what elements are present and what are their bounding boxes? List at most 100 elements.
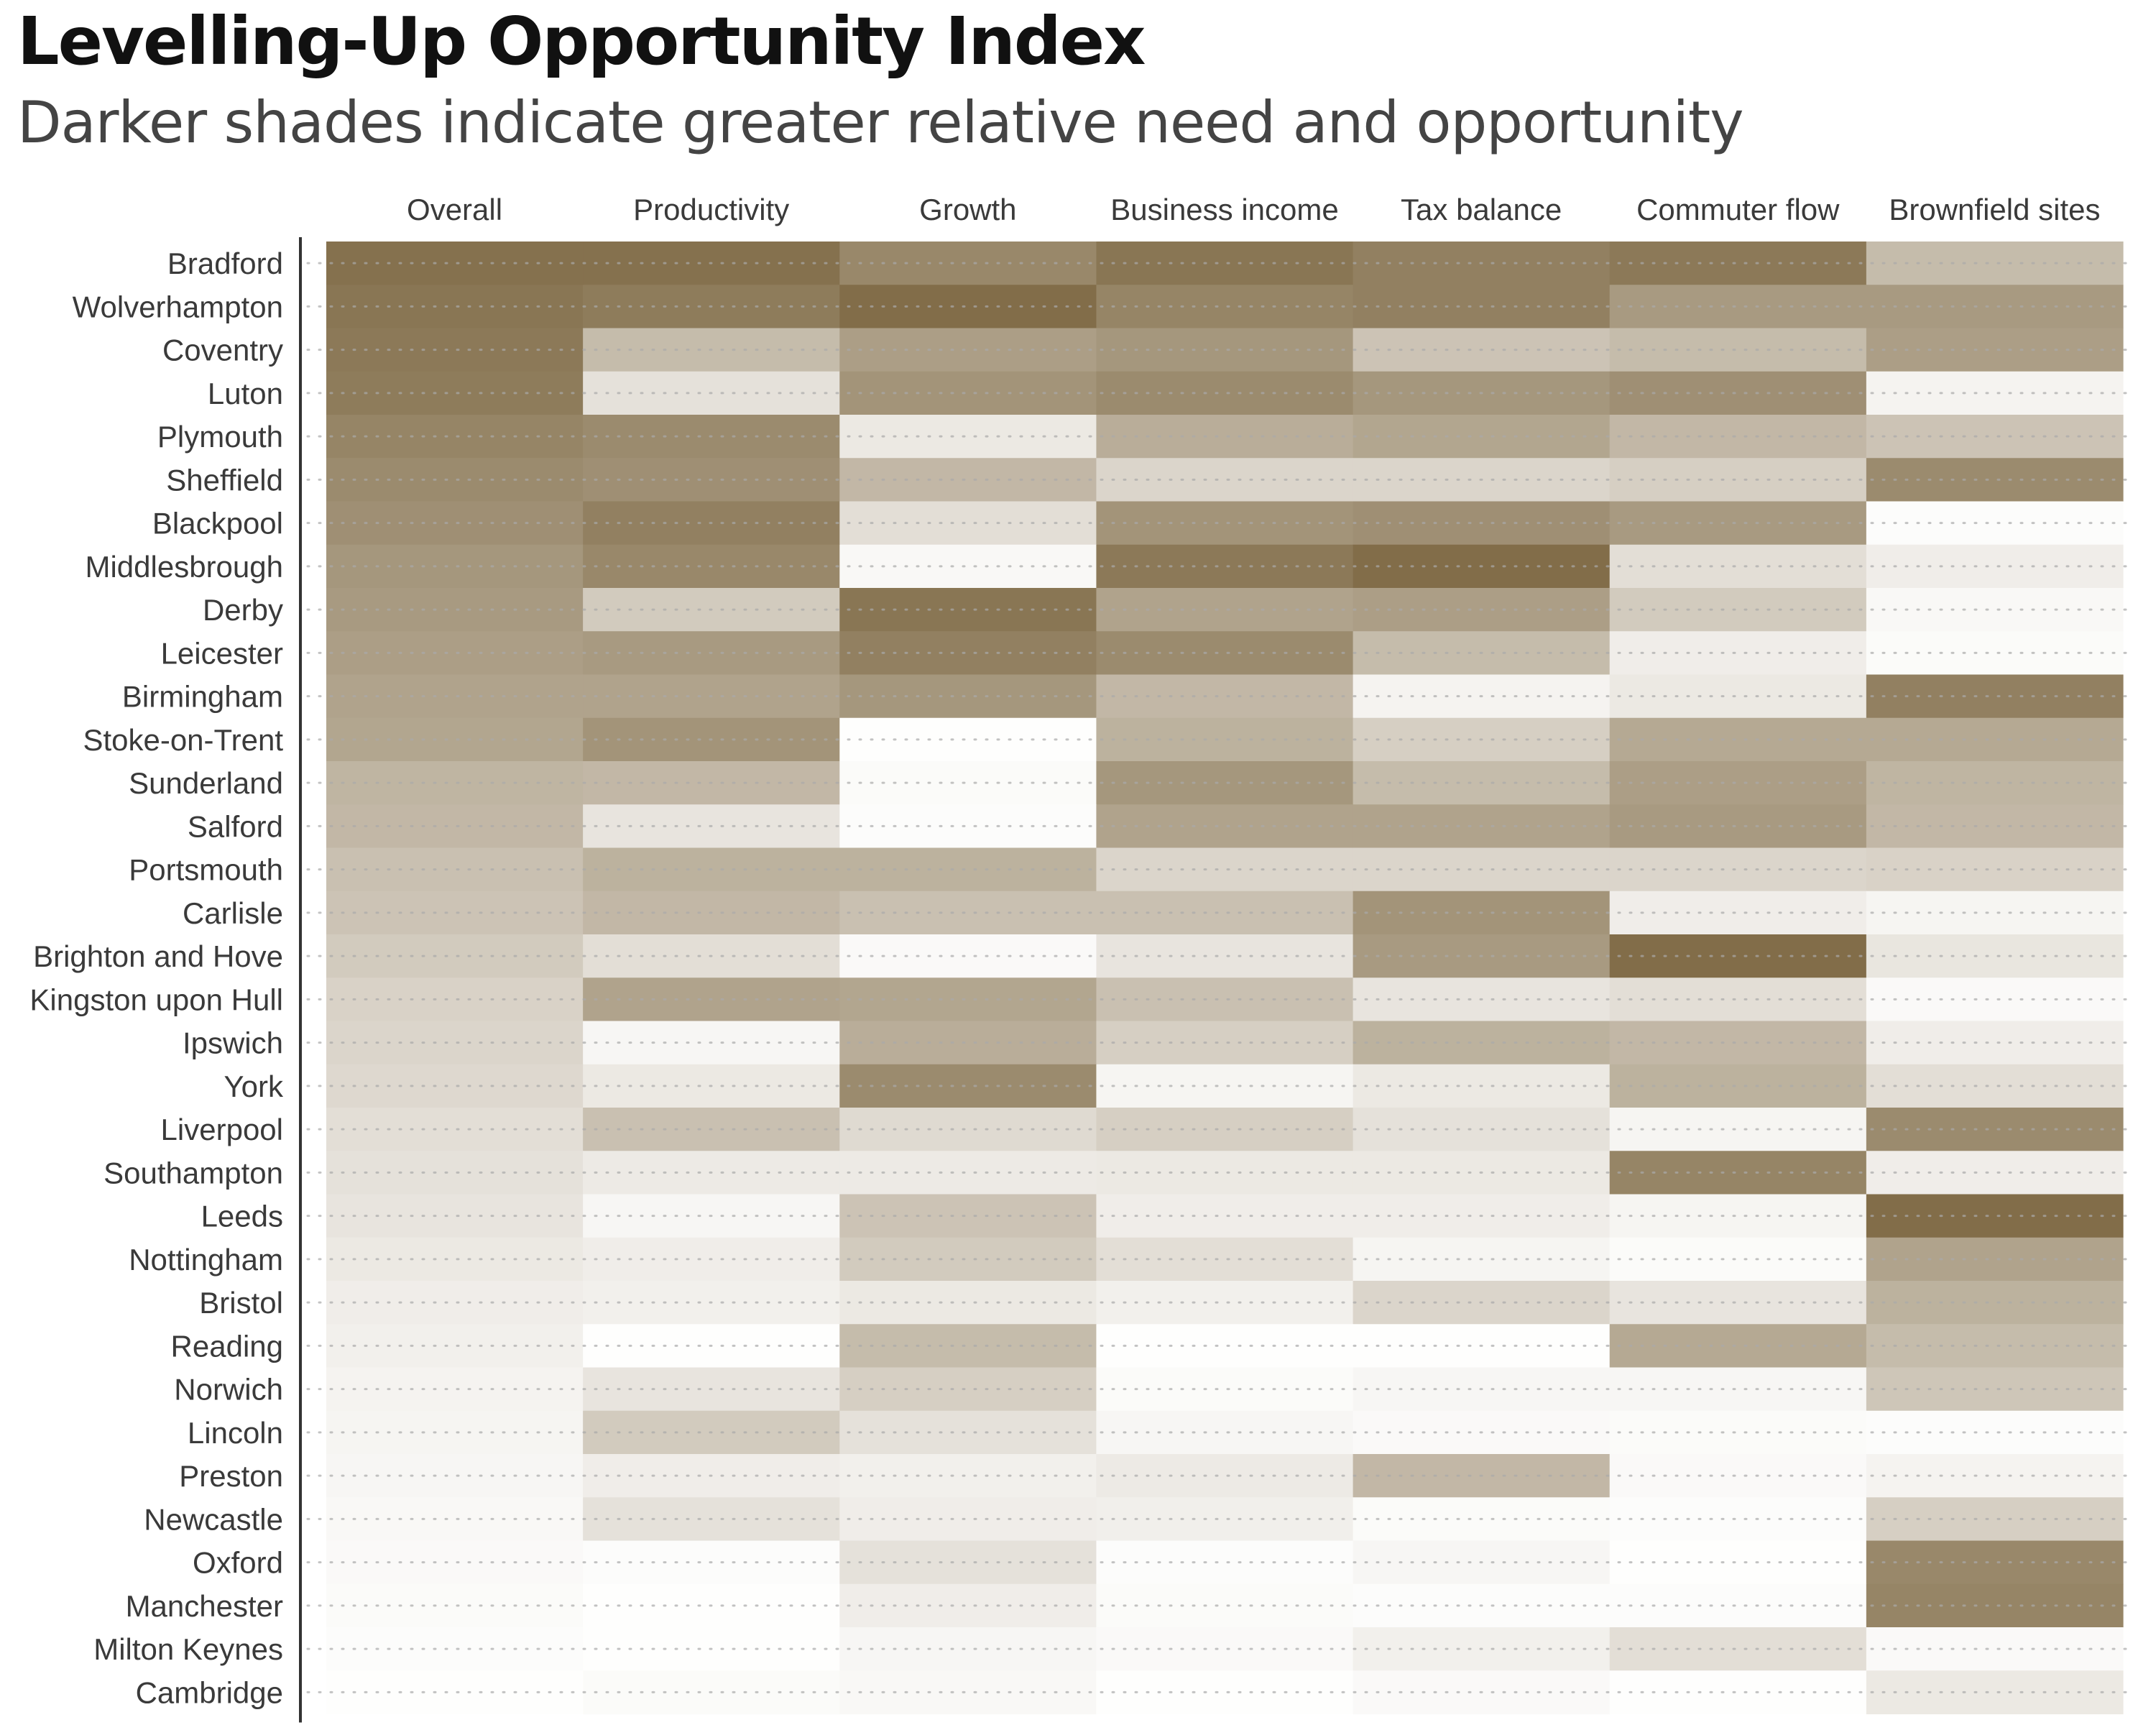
row-label: Ipswich: [183, 1026, 283, 1060]
heatmap-cell: [1609, 891, 1867, 935]
heatmap-cell: [1866, 328, 2124, 372]
heatmap-cell: [326, 934, 584, 978]
heatmap-cells: [326, 242, 2124, 1715]
heatmap-cell: [839, 804, 1097, 849]
heatmap-cell: [1609, 1497, 1867, 1542]
heatmap-cell: [1866, 458, 2124, 502]
row-label: Salford: [188, 809, 283, 843]
column-labels: Overall Productivity Growth Business income…: [407, 193, 2100, 226]
heatmap-cell: [326, 1670, 584, 1715]
heatmap-cell: [839, 1540, 1097, 1585]
heatmap-cell: [839, 1281, 1097, 1325]
row-label: Oxford: [193, 1546, 283, 1580]
heatmap-cell: [1096, 1367, 1354, 1412]
heatmap-cell: [839, 1194, 1097, 1238]
heatmap-cell: [1866, 1410, 2124, 1455]
heatmap-cell: [1866, 1151, 2124, 1195]
heatmap-cell: [1609, 1324, 1867, 1368]
heatmap-cell: [1609, 1583, 1867, 1628]
heatmap-cell: [1096, 1454, 1354, 1498]
heatmap-cell: [1866, 761, 2124, 805]
column-label: Commuter flow: [1636, 193, 1840, 226]
heatmap-cell: [326, 1151, 584, 1195]
heatmap-cell: [1096, 501, 1354, 546]
heatmap-cell: [1609, 1194, 1867, 1238]
heatmap-cell: [1866, 1497, 2124, 1542]
row-label: Preston: [179, 1459, 283, 1493]
heatmap-cell: [1609, 847, 1867, 892]
chart-subtitle: Darker shades indicate greater relative …: [17, 89, 1744, 156]
row-label: Coventry: [162, 334, 283, 367]
heatmap-cell: [1609, 1410, 1867, 1455]
heatmap-cell: [839, 847, 1097, 892]
heatmap-cell: [1096, 285, 1354, 329]
heatmap-cell: [839, 544, 1097, 589]
heatmap-cell: [839, 1064, 1097, 1108]
heatmap-cell: [326, 1281, 584, 1325]
row-label: Lincoln: [188, 1416, 283, 1450]
row-label: Norwich: [174, 1373, 283, 1407]
heatmap-cell: [1096, 1237, 1354, 1282]
heatmap-cell: [1096, 1108, 1354, 1151]
column-label: Brownfield sites: [1889, 193, 2100, 226]
heatmap-cell: [1866, 1064, 2124, 1108]
heatmap-cell: [1096, 458, 1354, 502]
heatmap-cell: [326, 978, 584, 1022]
heatmap-cell: [1096, 761, 1354, 805]
heatmap-cell: [326, 371, 584, 415]
heatmap-cell: [1096, 242, 1354, 285]
heatmap-cell: [326, 544, 584, 589]
row-label: Manchester: [126, 1589, 283, 1623]
heatmap-cell: [1609, 1237, 1867, 1282]
heatmap-cell: [839, 717, 1097, 762]
row-label: Kingston upon Hull: [29, 983, 283, 1016]
heatmap-cell: [1609, 544, 1867, 589]
heatmap-cell: [839, 1670, 1097, 1715]
row-label: Middlesbrough: [85, 550, 283, 584]
heatmap-cell: [839, 1237, 1097, 1282]
heatmap-cell: [1866, 1540, 2124, 1585]
heatmap-cell: [839, 1324, 1097, 1368]
heatmap-cell: [839, 631, 1097, 676]
heatmap-cell: [1609, 588, 1867, 632]
row-label: Bristol: [199, 1286, 283, 1320]
heatmap-cell: [1609, 242, 1867, 285]
heatmap-cell: [1096, 328, 1354, 372]
heatmap-cell: [1096, 415, 1354, 459]
row-label: Derby: [203, 593, 283, 627]
heatmap-cell: [1096, 1627, 1354, 1671]
heatmap-cell: [326, 285, 584, 329]
heatmap-cell: [326, 1540, 584, 1585]
heatmap-cell: [1866, 1194, 2124, 1238]
heatmap-cell: [1096, 1410, 1354, 1455]
heatmap-cell: [839, 1627, 1097, 1671]
column-label: Productivity: [633, 193, 789, 226]
heatmap-cell: [839, 1583, 1097, 1628]
heatmap-cell: [1096, 544, 1354, 589]
row-label: Luton: [208, 377, 283, 410]
heatmap-cell: [1096, 847, 1354, 892]
heatmap-cell: [1866, 717, 2124, 762]
heatmap-cell: [326, 1324, 584, 1368]
chart-title: Levelling-Up Opportunity Index: [17, 3, 1146, 80]
heatmap-cell: [326, 588, 584, 632]
heatmap-cell: [1096, 1281, 1354, 1325]
heatmap-cell: [839, 285, 1097, 329]
heatmap-cell: [326, 501, 584, 546]
heatmap-cell: [1096, 631, 1354, 676]
heatmap-cell: [1096, 371, 1354, 415]
heatmap-cell: [1096, 1021, 1354, 1065]
row-label: Stoke-on-Trent: [83, 723, 283, 757]
row-label: Plymouth: [157, 420, 283, 454]
heatmap-cell: [839, 1410, 1097, 1455]
row-label: Portsmouth: [129, 853, 283, 887]
heatmap-cell: [839, 1108, 1097, 1151]
heatmap-cell: [1609, 501, 1867, 546]
row-label: Carlisle: [183, 896, 283, 930]
row-label: Leeds: [201, 1200, 283, 1233]
heatmap-cell: [839, 415, 1097, 459]
heatmap-cell: [326, 1583, 584, 1628]
heatmap-cell: [326, 1367, 584, 1412]
heatmap-cell: [839, 1021, 1097, 1065]
column-label: Business income: [1110, 193, 1338, 226]
